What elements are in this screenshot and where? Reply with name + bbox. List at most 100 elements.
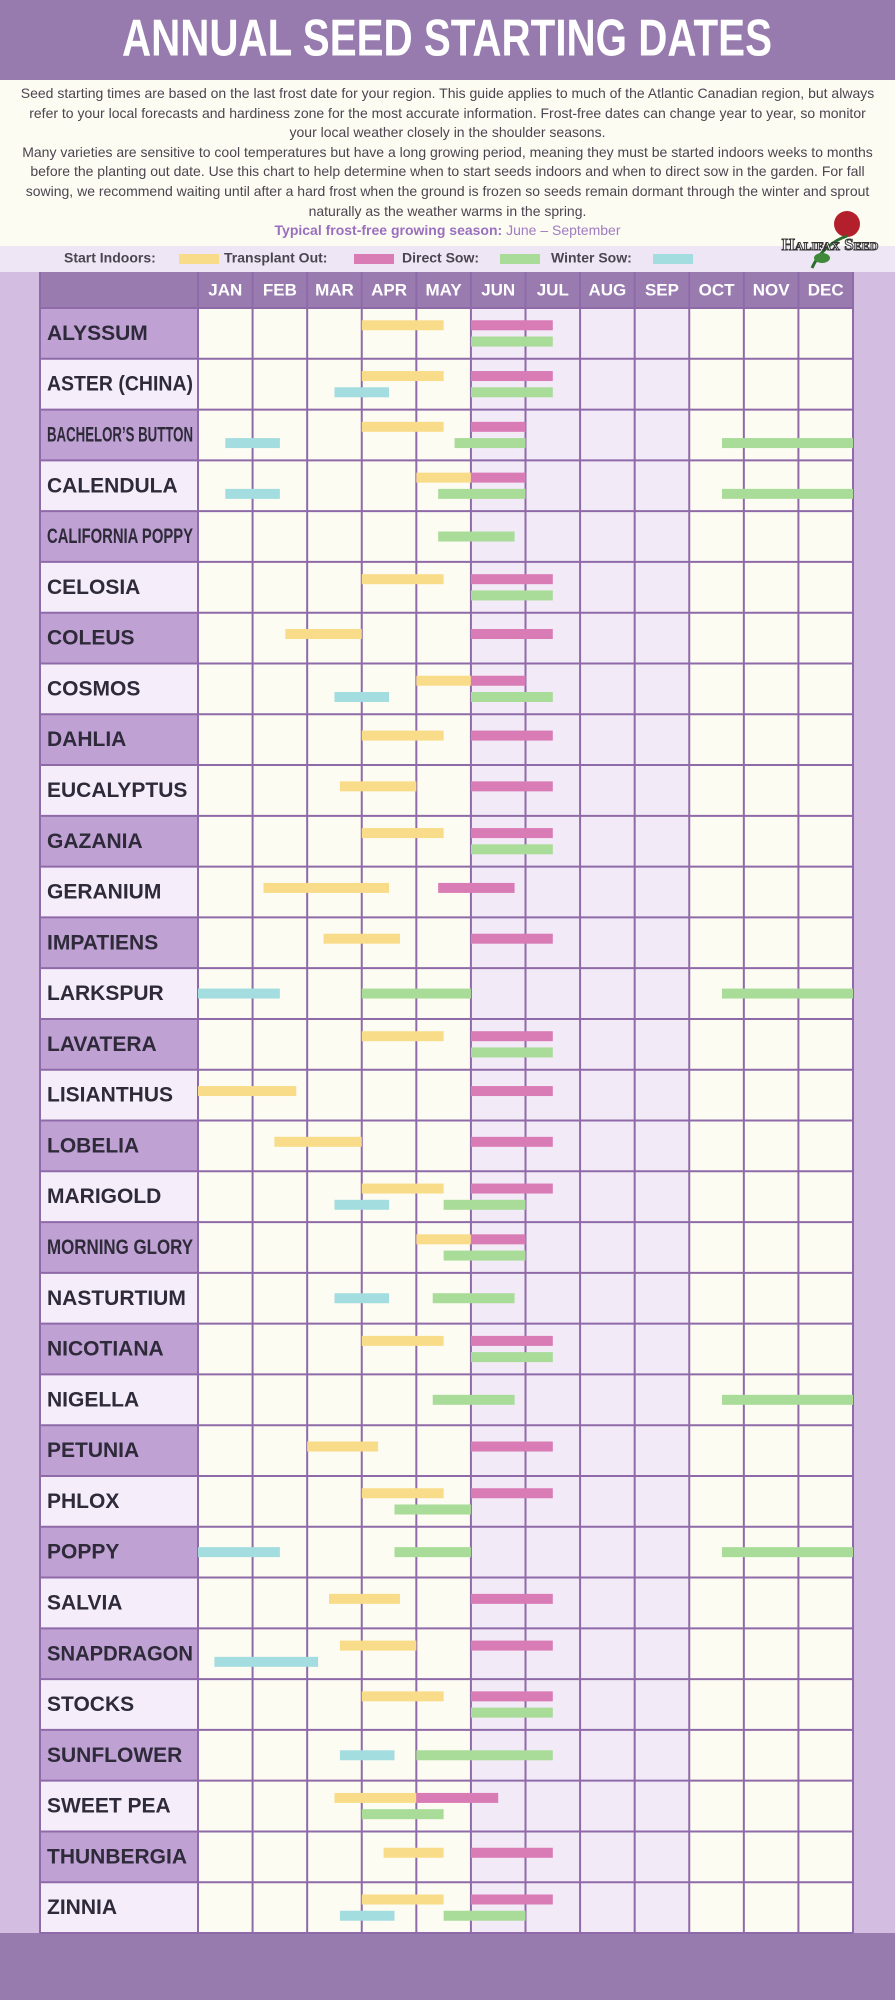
date-bar	[432, 1394, 515, 1405]
row-label-cell	[40, 1069, 198, 1121]
date-bar	[470, 590, 553, 601]
date-bar	[323, 933, 400, 944]
legend-label: Start Indoors:	[64, 250, 156, 266]
date-bar	[361, 1183, 444, 1194]
date-bar	[438, 882, 515, 893]
date-bar	[361, 730, 444, 741]
date-bar	[274, 1136, 362, 1147]
row-label: COSMOS	[47, 677, 140, 700]
date-bar	[470, 1234, 526, 1245]
date-bar	[722, 488, 853, 499]
date-bar	[361, 1335, 444, 1346]
date-bar	[361, 1894, 444, 1905]
date-bar	[383, 1847, 444, 1858]
date-bar	[722, 988, 853, 999]
date-bar	[470, 691, 553, 702]
row-label: EUCALYPTUS	[47, 779, 187, 802]
intro: Seed starting times are based on the las…	[18, 84, 877, 241]
row-label: IMPATIENS	[47, 931, 158, 954]
month-label: FEB	[263, 280, 297, 299]
row-label: MARIGOLD	[47, 1185, 161, 1208]
date-bar	[361, 574, 444, 585]
date-bar	[339, 1750, 395, 1761]
row-label-cell	[40, 917, 198, 969]
date-bar	[470, 1593, 553, 1604]
date-bar	[214, 1656, 319, 1667]
row-label: SNAPDRAGON	[47, 1642, 193, 1665]
row-label-cell	[40, 511, 198, 562]
date-bar	[722, 438, 853, 449]
date-bar	[198, 1547, 280, 1558]
row-label: SUNFLOWER	[47, 1744, 182, 1767]
date-bar	[198, 988, 280, 999]
logo-text: Halifax Seed	[782, 235, 879, 254]
date-bar	[470, 574, 553, 585]
row-label-cell	[40, 765, 198, 816]
row-label-cell	[40, 1628, 198, 1680]
date-bar	[470, 387, 553, 398]
intro-paragraph: Many varieties are sensitive to cool tem…	[22, 143, 873, 219]
row-label: CELOSIA	[47, 576, 140, 599]
row-label-cell	[40, 663, 198, 715]
date-bar	[470, 730, 553, 741]
row-label: NASTURTIUM	[47, 1287, 186, 1310]
date-bar	[416, 1750, 553, 1761]
row-label: DAHLIA	[47, 728, 126, 751]
date-bar	[470, 371, 553, 382]
row-label-cell	[40, 1882, 198, 1933]
row-label-cell	[40, 1018, 198, 1070]
date-bar	[470, 1894, 553, 1905]
title: ANNUAL SEED STARTING DATES	[122, 10, 772, 68]
date-bar	[225, 488, 280, 499]
date-bar	[361, 1031, 444, 1042]
date-bar	[361, 421, 444, 432]
date-bar	[443, 1250, 526, 1261]
row-label: GERANIUM	[47, 881, 161, 904]
header-row	[40, 272, 853, 308]
row-label: ALYSSUM	[47, 322, 148, 345]
date-bar	[470, 1707, 553, 1718]
date-bar	[470, 675, 526, 686]
date-bar	[470, 1691, 553, 1702]
row-label: LAVATERA	[47, 1033, 157, 1056]
row-label-cell	[40, 968, 198, 1019]
row-label-cell	[40, 1780, 198, 1832]
row-label-cell	[40, 714, 198, 766]
month-label: MAY	[426, 280, 463, 299]
rose-leaf	[814, 253, 830, 263]
date-bar	[470, 320, 553, 331]
date-bar	[394, 1547, 471, 1558]
row-label-cell	[40, 561, 198, 613]
date-bar	[361, 828, 444, 839]
legend-label: Winter Sow:	[551, 250, 632, 266]
row-label-cell	[40, 1577, 198, 1629]
date-bar	[285, 629, 362, 640]
row-label-cell	[40, 1120, 198, 1172]
row-label-cell	[40, 612, 198, 664]
date-bar	[416, 1234, 471, 1245]
date-bar	[470, 1335, 553, 1346]
row-label: ASTER (CHINA)	[47, 373, 193, 396]
date-bar	[470, 1047, 553, 1058]
date-bar	[225, 438, 280, 449]
legend-label: Direct Sow:	[402, 250, 479, 266]
row-label: POPPY	[47, 1541, 119, 1564]
row-label-cell	[40, 1272, 198, 1324]
date-bar	[470, 421, 526, 432]
date-bar	[443, 1910, 526, 1921]
row-label: SWEET PEA	[47, 1795, 171, 1818]
month-label: JAN	[208, 280, 242, 299]
month-label: DEC	[808, 280, 844, 299]
title-bar	[0, 0, 895, 80]
legend-swatch	[179, 254, 219, 264]
row-label-cell	[40, 1831, 198, 1883]
date-bar	[438, 488, 526, 499]
row-label-cell	[40, 1729, 198, 1781]
date-bar	[334, 691, 390, 702]
date-bar	[416, 675, 471, 686]
month-label: OCT	[699, 280, 736, 299]
legend-swatch	[653, 254, 693, 264]
date-bar	[263, 882, 390, 893]
date-bar	[454, 438, 526, 449]
